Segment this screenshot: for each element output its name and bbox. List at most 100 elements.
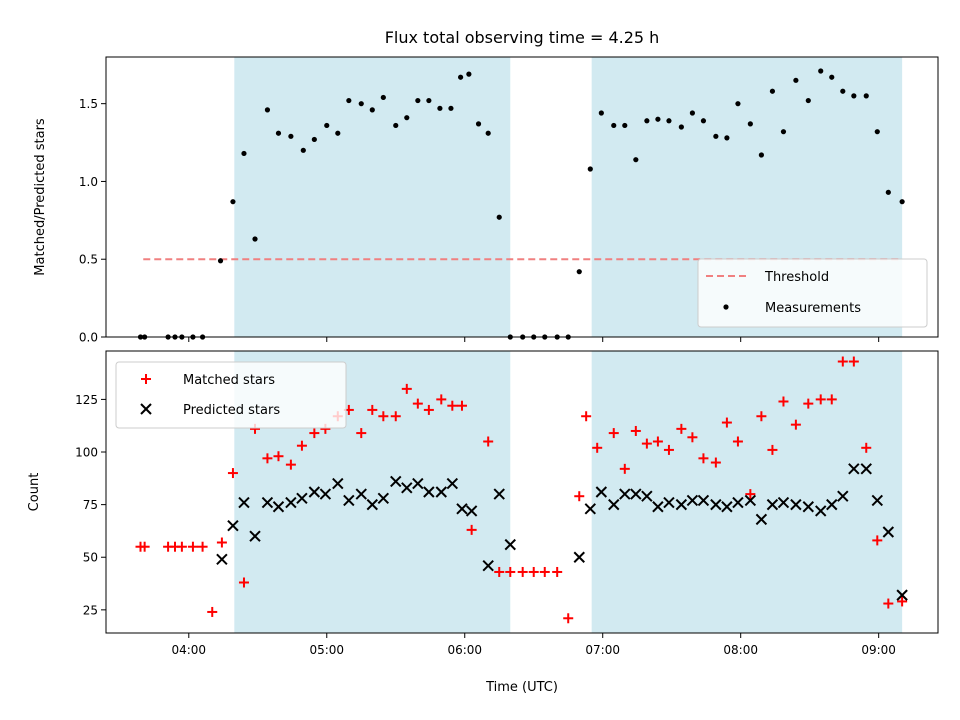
y-tick-label: 0.0 xyxy=(79,331,98,345)
measurement-point xyxy=(311,136,317,143)
bottom-panel-counts: 04:00 05:00 06:00 07:00 08:00 09:00 25 50 75 100 1… xyxy=(27,350,939,657)
marker-stroke xyxy=(675,498,688,511)
marker-stroke xyxy=(882,526,895,538)
marker-stroke xyxy=(456,503,468,515)
predicted-star-point xyxy=(390,475,402,488)
matched-star-point xyxy=(207,606,218,617)
predicted-star-point xyxy=(319,488,332,500)
measurement-point xyxy=(700,118,707,124)
matched-star-point xyxy=(176,541,187,552)
predicted-star-point xyxy=(802,501,815,513)
matched-star-point xyxy=(861,442,872,453)
matched-star-point xyxy=(139,541,150,552)
matched-star-point xyxy=(745,489,756,500)
matched-star-point xyxy=(663,444,674,455)
marker-stroke xyxy=(227,519,239,532)
measurement-point xyxy=(724,135,730,141)
predicted-star-point xyxy=(343,494,355,507)
marker-stroke xyxy=(686,494,699,507)
predicted-star-point xyxy=(848,463,860,475)
marker-stroke xyxy=(465,505,478,517)
matched-star-point xyxy=(641,438,652,449)
measurement-point xyxy=(622,122,628,129)
measurement-point xyxy=(678,124,684,130)
predicted-star-point xyxy=(896,589,908,601)
measurement-point xyxy=(829,74,835,80)
measurement-point xyxy=(448,105,454,111)
measurement-point xyxy=(818,68,824,74)
predicted-star-point xyxy=(837,490,849,502)
measurement-point xyxy=(393,122,399,129)
marker-stroke xyxy=(355,488,367,500)
matched-star-point xyxy=(309,428,320,439)
measurement-point xyxy=(780,129,787,135)
matched-star-point xyxy=(698,453,709,464)
measurement-point xyxy=(587,166,593,172)
marker-stroke xyxy=(319,488,332,500)
predicted-star-point xyxy=(456,503,468,515)
measurement-point xyxy=(899,199,905,205)
predicted-star-point xyxy=(732,496,744,509)
predicted-star-point xyxy=(412,477,424,490)
matched-star-point xyxy=(897,596,908,607)
matched-star-point xyxy=(563,613,574,624)
legend-predicted-swatch xyxy=(140,403,152,415)
matched-star-point xyxy=(423,404,434,415)
marker-stroke xyxy=(860,463,872,475)
marker-stroke xyxy=(837,490,849,502)
matched-star-point xyxy=(296,440,307,451)
marker-stroke xyxy=(296,492,308,505)
marker-stroke xyxy=(848,463,860,475)
marker-stroke xyxy=(412,477,424,490)
x-tick-label: 07:00 xyxy=(585,643,620,657)
y-tick-label: 75 xyxy=(83,498,98,512)
marker-stroke xyxy=(390,475,402,488)
predicted-star-point xyxy=(504,538,516,551)
predicted-star-point xyxy=(423,486,435,498)
y-tick-label: 0.5 xyxy=(79,253,98,267)
measurement-point xyxy=(644,118,650,124)
axes-frame xyxy=(105,56,939,338)
y-tick-label: 100 xyxy=(75,446,98,460)
matched-star-point xyxy=(687,432,698,443)
predicted-star-point xyxy=(630,488,642,500)
predicted-star-point xyxy=(355,488,367,500)
marker-stroke xyxy=(401,482,413,494)
x-tick-label: 06:00 xyxy=(447,643,482,657)
marker-stroke xyxy=(272,501,285,513)
matched-star-point xyxy=(872,535,883,546)
predicted-star-point xyxy=(744,494,757,507)
marker-stroke xyxy=(343,494,355,507)
matched-star-point xyxy=(447,400,458,411)
measurement-point xyxy=(485,130,491,136)
matched-star-point xyxy=(721,417,732,428)
measurement-point xyxy=(358,101,364,107)
marker-stroke xyxy=(790,498,802,511)
measurement-point xyxy=(346,97,352,104)
measurement-point xyxy=(713,133,719,139)
marker-stroke xyxy=(826,498,838,511)
marker-stroke xyxy=(630,488,642,500)
marker-stroke xyxy=(446,477,459,490)
matched-star-point xyxy=(390,411,401,422)
predicted-star-point xyxy=(573,551,585,563)
marker-stroke xyxy=(744,494,757,507)
marker-stroke xyxy=(377,492,390,505)
matched-star-point xyxy=(552,566,563,577)
matched-star-point xyxy=(815,394,826,405)
marker-stroke xyxy=(732,496,744,509)
matched-star-point xyxy=(285,459,296,470)
marker-stroke xyxy=(573,551,585,563)
matched-star-point xyxy=(539,566,550,577)
predicted-star-point xyxy=(238,496,250,509)
predicted-star-point xyxy=(710,498,722,511)
measurement-point xyxy=(666,118,672,124)
y-axis-label: Count xyxy=(27,473,42,512)
marker-stroke xyxy=(332,477,344,490)
x-axis-label: Time (UTC) xyxy=(485,680,558,695)
measurement-point xyxy=(324,122,330,129)
measurement-point xyxy=(458,74,464,80)
matched-star-point xyxy=(517,566,528,577)
marker-stroke xyxy=(815,505,827,517)
y-axis-label: Matched/Predicted stars xyxy=(33,118,48,276)
